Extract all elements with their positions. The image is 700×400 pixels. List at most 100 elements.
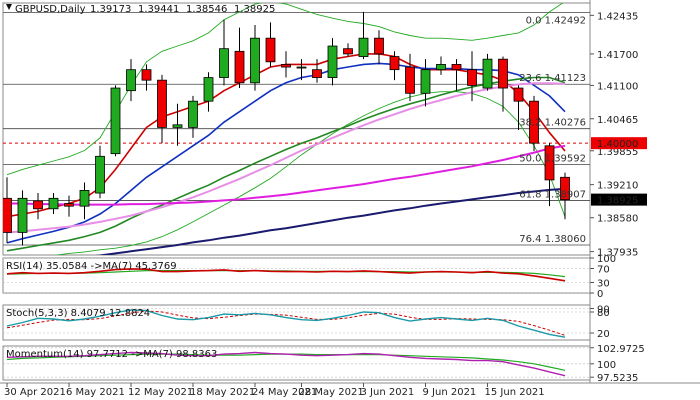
candle-body-bearish	[467, 69, 477, 86]
candle-body-bearish	[281, 64, 291, 68]
candle	[405, 53, 415, 102]
candle-body-bearish	[33, 200, 43, 210]
level-price-box	[591, 137, 647, 150]
bollinger-upper-line	[6, 3, 564, 176]
candle	[529, 95, 539, 152]
candle	[374, 30, 384, 65]
candle	[48, 193, 59, 215]
symbol-menu-icon	[6, 4, 12, 10]
price-tick-label: 1.38580	[597, 214, 638, 225]
moving-average-line-6	[95, 187, 566, 255]
candle-body-bullish	[296, 66, 307, 69]
candle	[250, 25, 260, 91]
candle	[203, 72, 214, 112]
candle	[451, 59, 462, 91]
candle	[157, 74, 167, 144]
candle-body-bearish	[265, 37, 276, 63]
candle	[172, 103, 183, 146]
candle-body-bearish	[64, 203, 74, 207]
candle-body-bearish	[234, 50, 245, 84]
candle	[126, 59, 136, 102]
date-tick-label: 28 May 2021	[299, 387, 364, 398]
candle-body-bullish	[172, 124, 183, 128]
candle	[64, 195, 74, 217]
candle	[17, 190, 28, 246]
candle-body-bearish	[544, 145, 555, 181]
candle-body-bearish	[498, 58, 508, 89]
candle	[281, 51, 291, 78]
candle	[95, 145, 105, 199]
candle-body-bullish	[482, 58, 493, 89]
price-plot-group	[3, 3, 590, 255]
fibo-label: 38.2 1.40276	[519, 118, 586, 129]
candle	[420, 59, 431, 107]
current-price-label: 1.38925	[597, 196, 638, 207]
momentum-plot-group	[3, 347, 590, 378]
price-tick-label: 1.39855	[597, 147, 638, 158]
rsi-tick-label: 0	[597, 289, 603, 300]
date-tick-label: 30 Apr 2021	[4, 387, 66, 398]
candle-body-bullish	[250, 37, 260, 84]
stoch-d-line	[6, 310, 566, 336]
fibo-label: 23.6 1.41123	[519, 73, 586, 84]
price-tick-label: 1.41700	[597, 50, 638, 61]
candle-body-bullish	[48, 197, 59, 210]
candle	[560, 172, 570, 220]
candle-body-bullish	[358, 37, 369, 57]
momentum-tick-label: 97.5235	[597, 373, 638, 384]
price-tick-label: 1.37935	[597, 248, 638, 259]
fibo-label: 0.0 1.42492	[526, 15, 586, 26]
moving-average-line-5	[7, 144, 566, 206]
ohlc-open: 1.39173	[90, 4, 131, 15]
candle-body-bullish	[420, 69, 431, 94]
candle-body-bearish	[451, 64, 462, 71]
price-tick-label: 1.39210	[597, 181, 638, 192]
candle	[513, 85, 524, 131]
candle-body-bearish	[389, 56, 400, 71]
level-price-label: 1.40000	[597, 139, 638, 150]
candle	[358, 11, 369, 60]
momentum-tick-label: 100	[597, 360, 616, 371]
candle	[265, 22, 276, 68]
date-tick-label: 3 Jun 2021	[361, 387, 415, 398]
date-tick-label: 9 Jun 2021	[423, 387, 477, 398]
candle-body-bullish	[203, 77, 214, 102]
candle-body-bullish	[188, 100, 198, 128]
ohlc-high: 1.39441	[138, 4, 179, 15]
chart-title: GBPUSD,Daily	[15, 4, 86, 15]
candle-body-bearish	[529, 100, 539, 144]
candle	[188, 95, 198, 138]
candle	[327, 38, 338, 86]
candle-body-bullish	[436, 64, 446, 71]
momentum-label: Momentum(14) 97.7712 ->MA(7) 98.8363	[6, 349, 217, 360]
candle	[3, 177, 12, 243]
candle	[296, 59, 307, 81]
candle-body-bullish	[219, 48, 229, 78]
rsi-label: RSI(14) 35.0584 ->MA(7) 45.3769	[6, 261, 177, 272]
fibo-label: 50.0 1.39592	[519, 154, 586, 165]
candle	[389, 51, 400, 81]
candle	[343, 43, 353, 57]
candle-body-bearish	[560, 176, 570, 201]
momentum-line	[6, 351, 566, 377]
current-price-box	[591, 193, 647, 206]
candle	[110, 85, 121, 157]
candle-body-bearish	[374, 37, 384, 55]
candle-body-bullish	[110, 87, 121, 155]
stoch-tick-label: 80	[597, 308, 610, 319]
price-tick-label: 1.40465	[597, 115, 638, 126]
candle	[544, 143, 555, 207]
candle-body-bullish	[126, 69, 136, 92]
rsi-tick-label: 100	[597, 254, 616, 265]
candle-body-bullish	[17, 197, 28, 233]
stoch-k-line	[6, 309, 566, 338]
candle-body-bearish	[157, 79, 167, 128]
candle	[234, 27, 245, 89]
candle	[219, 19, 229, 86]
date-tick-label: 6 May 2021	[66, 387, 125, 398]
candle-body-bearish	[3, 197, 12, 233]
candle	[312, 59, 322, 83]
stoch-plot-group	[3, 308, 590, 338]
date-tick-label: 15 Jun 2021	[485, 387, 545, 398]
date-tick-label: 18 May 2021	[190, 387, 255, 398]
